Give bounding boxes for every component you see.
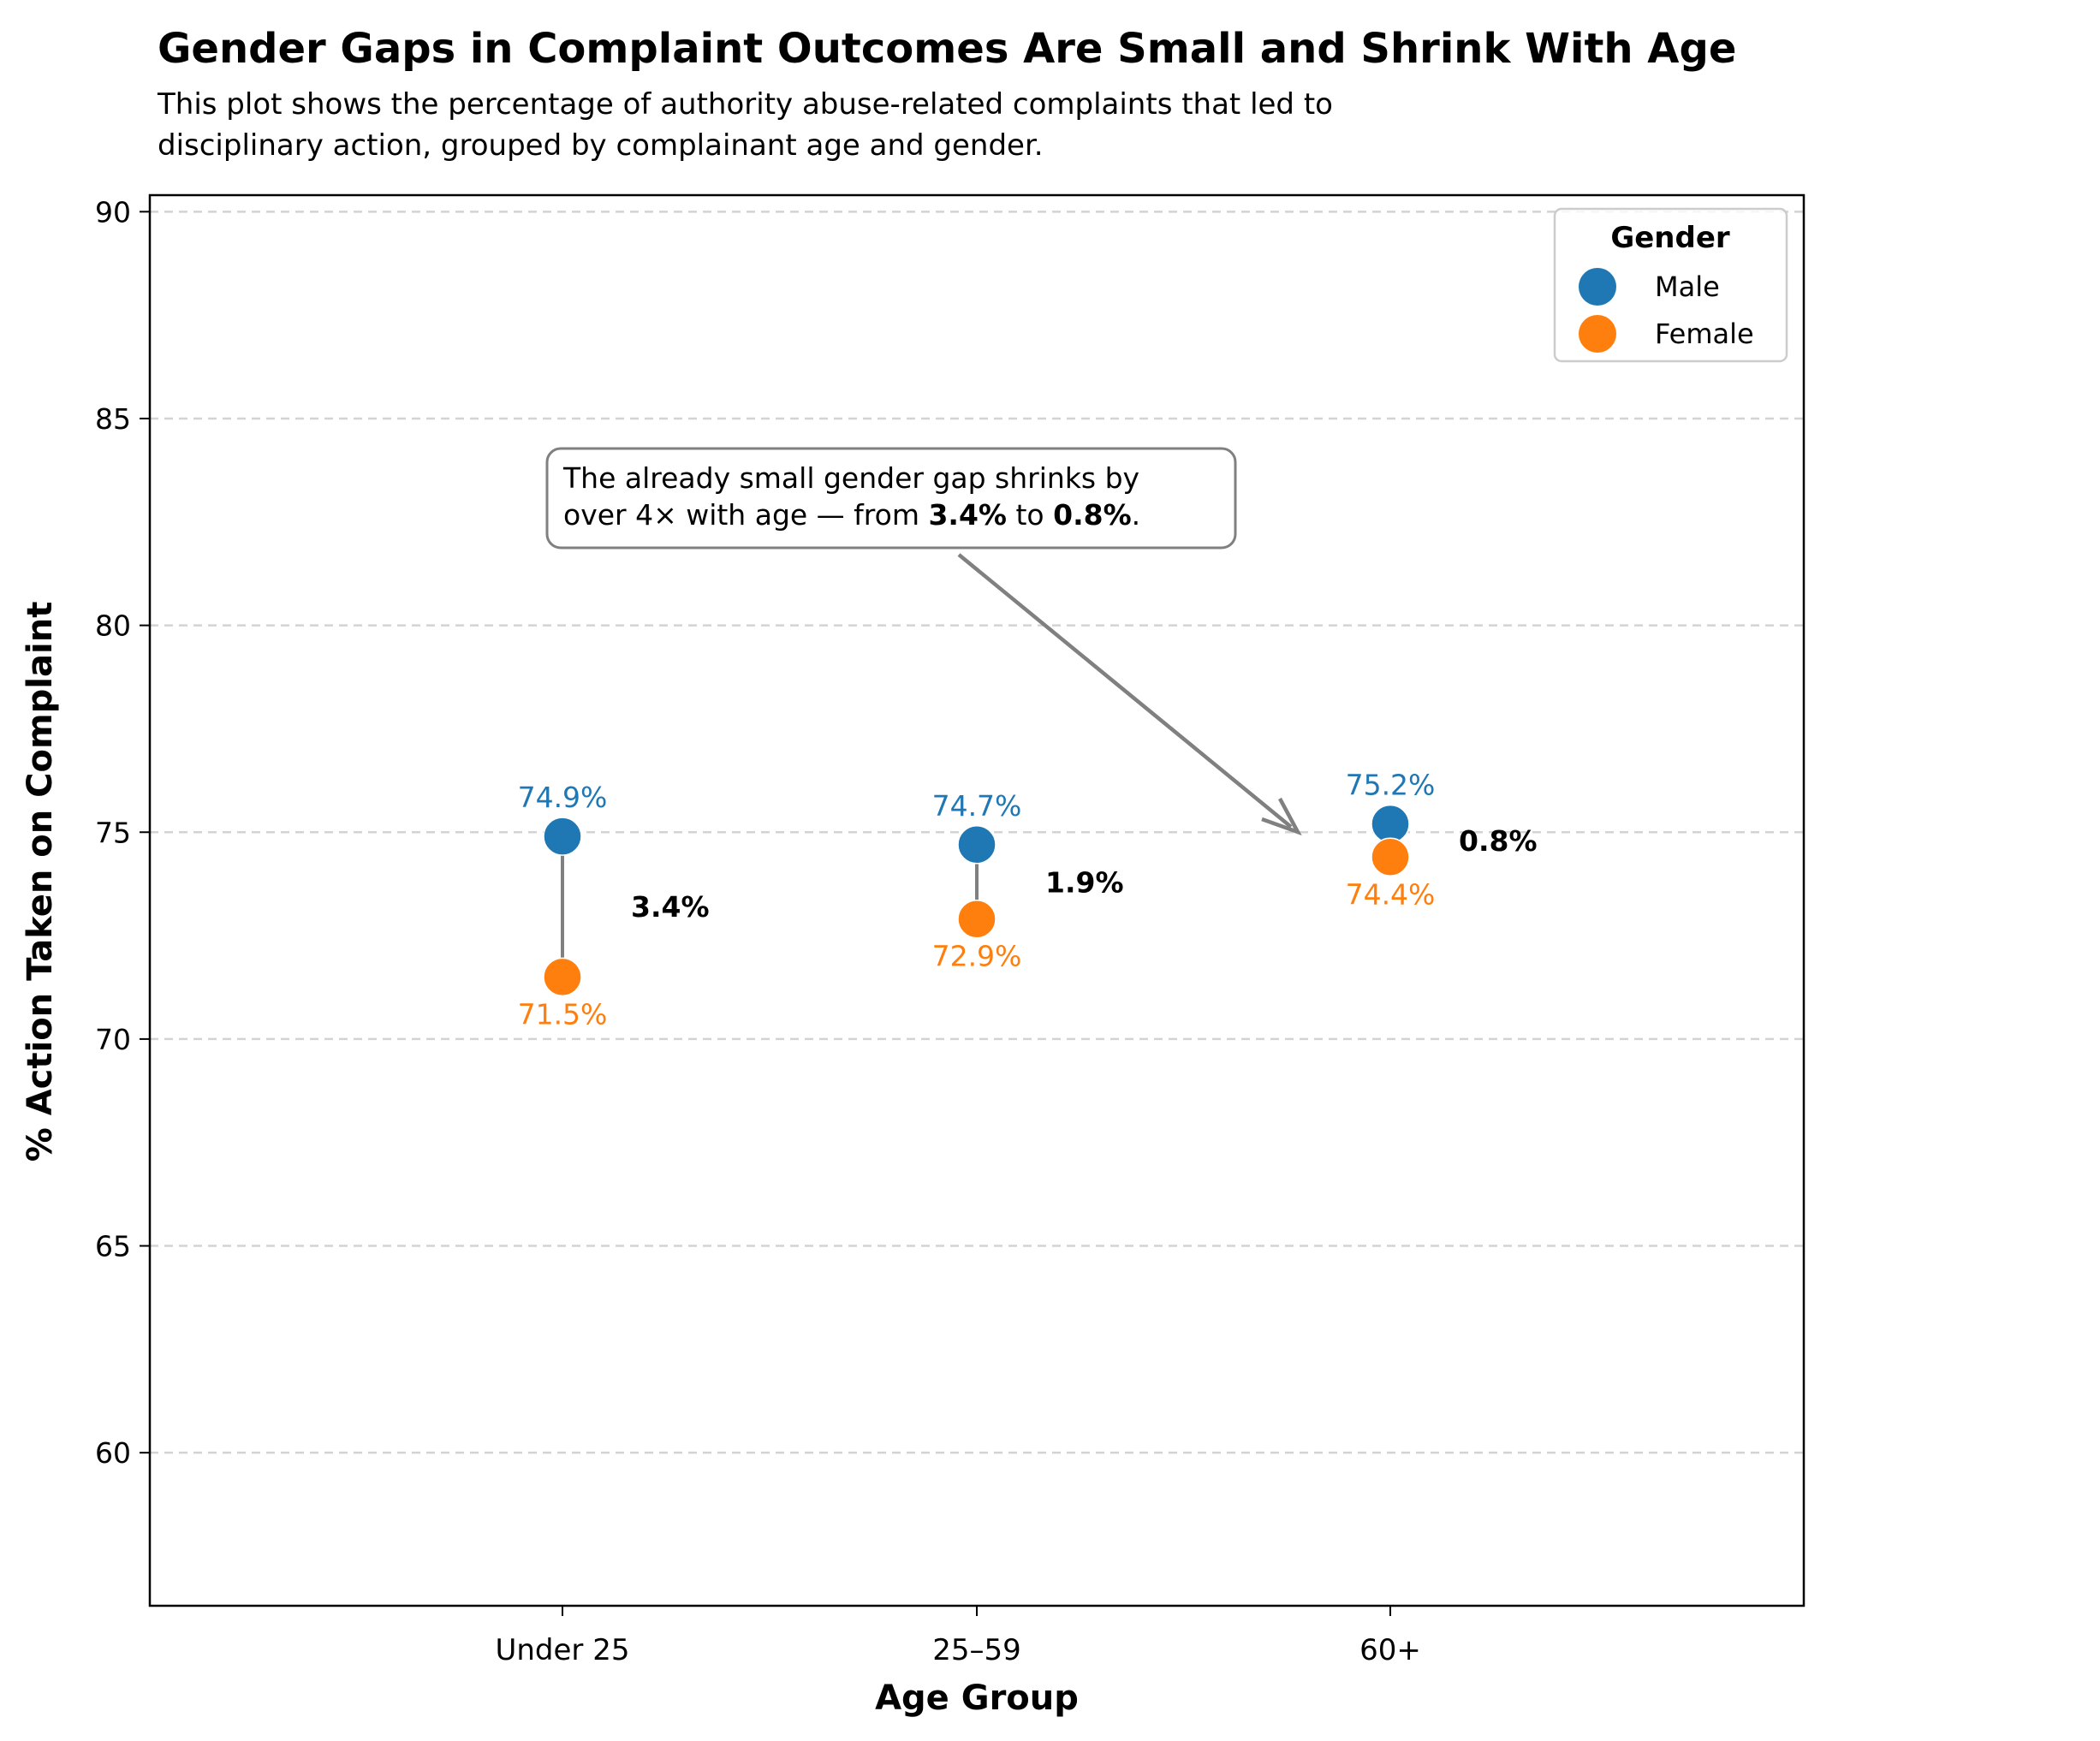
- point-male-2: [1371, 804, 1410, 844]
- annotation-span-3: 0.8%: [1053, 498, 1132, 532]
- y-tick-label-70: 70: [95, 1023, 131, 1056]
- data-points: [543, 804, 1410, 997]
- point-female-0: [543, 957, 582, 997]
- x-tick-label-1: 25–59: [932, 1633, 1021, 1667]
- value-label-female-0: 71.5%: [518, 997, 608, 1031]
- annotation-span-4: .: [1132, 498, 1141, 532]
- value-label-male-0: 74.9%: [518, 781, 608, 814]
- chart-subtitle-line-2: disciplinary action, grouped by complain…: [158, 128, 1044, 163]
- annotation-box: [545, 447, 1237, 550]
- legend-label-female: Female: [1655, 318, 1754, 350]
- point-male-1: [957, 825, 996, 865]
- legend-marker-male: [1579, 268, 1616, 306]
- annotation: The already small gender gap shrinks by …: [545, 447, 1302, 836]
- point-female-2: [1371, 837, 1410, 877]
- value-label-female-1: 72.9%: [932, 940, 1022, 973]
- y-tick-label-60: 60: [95, 1436, 131, 1470]
- annotation-arrow-shaft: [957, 553, 1293, 829]
- y-tick-label-75: 75: [95, 816, 131, 849]
- gap-label-1: 1.9%: [1045, 865, 1124, 899]
- x-tick-label-2: 60+: [1359, 1633, 1421, 1667]
- annotation-span-1: 3.4%: [928, 498, 1007, 532]
- y-tick-label-85: 85: [95, 402, 131, 436]
- y-axis-label: % Action Taken on Complaint: [21, 602, 60, 1162]
- plot-frame: [148, 193, 1806, 1607]
- annotation-arrow-head: [1261, 797, 1302, 836]
- legend: Gender Male Female: [1553, 207, 1788, 363]
- annotation-span-2: to: [1007, 498, 1053, 532]
- legend-marker-female: [1579, 315, 1616, 353]
- legend-title: Gender: [1610, 221, 1730, 255]
- gap-label-2: 0.8%: [1459, 824, 1538, 858]
- x-tick-label-0: Under 25: [496, 1633, 630, 1667]
- y-tick-label-90: 90: [95, 195, 131, 229]
- chart-title: Gender Gaps in Complaint Outcomes Are Sm…: [158, 25, 1736, 73]
- chart-subtitle-line-1: This plot shows the percentage of author…: [157, 87, 1333, 122]
- axes: 60 65 70 75 80 85 90 Under 25 25–59 60+: [95, 193, 1806, 1667]
- data-labels: 3.4% 1.9% 0.8% 74.9% 74.7% 75.2% 71.5% 72.9% 74.…: [518, 769, 1538, 1031]
- legend-label-male: Male: [1655, 270, 1720, 303]
- x-axis-label: Age Group: [875, 1679, 1079, 1718]
- value-label-female-2: 74.4%: [1346, 877, 1436, 911]
- y-tick-label-80: 80: [95, 609, 131, 643]
- point-female-1: [957, 899, 996, 939]
- point-male-0: [543, 817, 582, 856]
- value-label-male-2: 75.2%: [1346, 769, 1436, 802]
- gap-label-0: 3.4%: [631, 890, 710, 924]
- value-label-male-1: 74.7%: [932, 789, 1022, 823]
- y-tick-label-65: 65: [95, 1230, 131, 1263]
- annotation-span-0: over 4× with age — from: [563, 498, 928, 532]
- annotation-line-2: over 4× with age — from 3.4% to 0.8%.: [563, 498, 1140, 532]
- annotation-line-1: The already small gender gap shrinks by: [562, 461, 1139, 495]
